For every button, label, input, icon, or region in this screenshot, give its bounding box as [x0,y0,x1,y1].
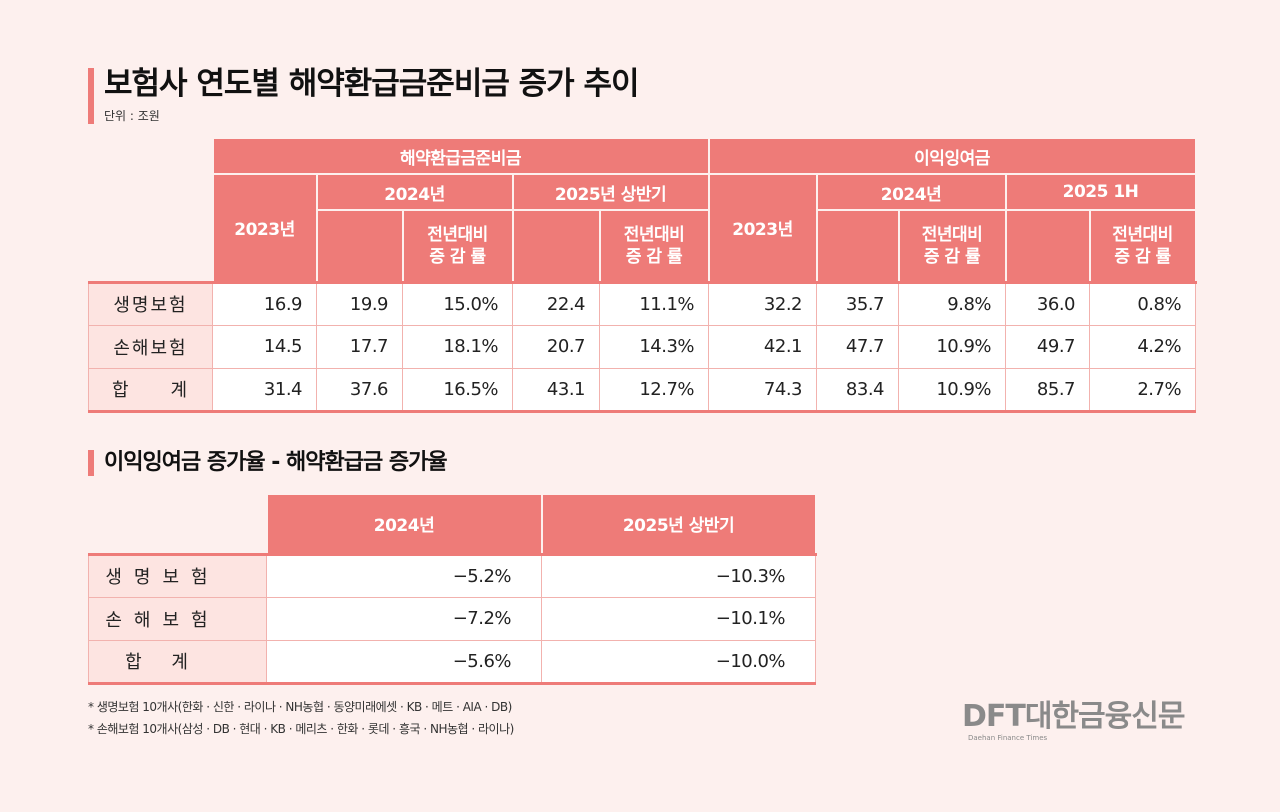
table-cell: 17.7 [316,324,403,369]
subtitle-accent-bar [88,450,94,476]
logo-text: DFT대한금융신문 [962,699,1185,734]
table-cell: 10.9% [898,324,1006,369]
table-cell: 19.9 [316,280,403,326]
table-cell: 42.1 [708,324,817,369]
header-value [815,209,900,283]
table-cell: 85.7 [1005,367,1090,413]
header-2024: 2024년 [315,173,514,211]
table-cell: 35.7 [816,280,899,326]
footnotes: * 생명보험 10개사(한화 · 신한 · 라이나 · NH농협 · 동양미래에… [88,696,514,740]
table-row: 생명보험 −5.2% −10.3% [88,552,816,598]
table-row: 합 계 −5.6% −10.0% [88,639,816,685]
header-2025h1: 2025년 상반기 [511,173,710,211]
header-yoy: 전년대비 증 감 률 [401,209,514,283]
table-cell: −10.1% [541,596,816,641]
row-label: 손해보험 [88,596,267,641]
table-row: 생명보험 16.9 19.9 15.0% 22.4 11.1% 32.2 35.7 9.8% 36… [88,280,1197,326]
blank-corner [89,494,267,554]
table-cell: 16.9 [212,280,317,326]
row-label: 생명보험 [88,280,213,326]
table-cell: −10.3% [541,552,816,598]
title-accent-bar [88,68,94,124]
table-row: 손해보험 −7.2% −10.1% [88,596,816,641]
header-value [511,209,601,283]
header-reserve: 해약환급금준비금 [211,137,710,175]
page-title: 보험사 연도별 해약환급금준비금 증가 추이 [104,66,640,102]
table-cell: 4.2% [1088,324,1197,369]
header-yoy: 전년대비 증 감 률 [897,209,1007,283]
table-cell: 36.0 [1005,280,1090,326]
table-cell: 9.8% [898,280,1006,326]
header-yoy: 전년대비 증 감 률 [598,209,710,283]
table-cell: 16.5% [402,367,513,413]
table-cell: 20.7 [512,324,600,369]
table-cell: 10.9% [898,367,1006,413]
header-value [1004,209,1091,283]
growth-diff-table: 2024년 2025년 상반기 생명보험 −5.2% −10.3% 손해보험 −7.2%… [88,493,817,685]
table-cell: 83.4 [816,367,899,413]
table-cell: 11.1% [599,280,709,326]
table-row: 합 계 31.4 37.6 16.5% 43.1 12.7% 74.3 83.4 10.9% 85… [88,367,1197,413]
table-cell: 18.1% [402,324,513,369]
table-cell: 32.2 [708,280,817,326]
footnote-life: * 생명보험 10개사(한화 · 신한 · 라이나 · NH농협 · 동양미래에… [88,700,512,714]
table-cell: 22.4 [512,280,600,326]
row-label: 생명보험 [88,552,267,598]
footnote-nonlife: * 손해보험 10개사(삼성 · DB · 현대 · KB · 메리츠 · 한화… [88,722,514,736]
header-2024: 2024년 [815,173,1007,211]
table-cell: −5.2% [266,552,542,598]
header-yoy: 전년대비 증 감 률 [1088,209,1197,283]
table-cell: 74.3 [708,367,817,413]
table-cell: 15.0% [402,280,513,326]
table-cell: 43.1 [512,367,600,413]
table-cell: 37.6 [316,367,403,413]
table-cell: 14.3% [599,324,709,369]
header-retained-earnings: 이익잉여금 [707,137,1197,175]
header-2023: 2023년 [211,173,318,283]
blank-corner [89,138,213,282]
table-cell: 0.8% [1088,280,1197,326]
table-cell: 14.5 [212,324,317,369]
table-cell: −10.0% [541,639,816,685]
header-value [315,209,404,283]
header-2025h1: 2025년 상반기 [540,493,817,555]
section-subtitle: 이익잉여금 증가율 - 해약환급금 증가율 [104,450,448,475]
unit-label: 단위 : 조원 [104,109,160,123]
header-2024: 2024년 [265,493,543,555]
table-row: 손해보험 14.5 17.7 18.1% 20.7 14.3% 42.1 47.7 10.9% 4… [88,324,1197,369]
header-2023: 2023년 [707,173,818,283]
table-cell: −5.6% [266,639,542,685]
table-cell: 31.4 [212,367,317,413]
logo-tagline: Daehan Finance Times [968,734,1048,742]
table-cell: 12.7% [599,367,709,413]
table-cell: 2.7% [1088,367,1197,413]
reserve-table: 해약환급금준비금 이익잉여금 2023년 2024년 2025년 상반기 202… [88,137,1197,413]
table-cell: −7.2% [266,596,542,641]
table-cell: 47.7 [816,324,899,369]
table-cell: 49.7 [1005,324,1090,369]
publisher-logo: DFT대한금융신문 Daehan Finance Times [962,699,1185,743]
row-label: 손해보험 [88,324,213,369]
header-2025-1h: 2025 1H [1004,173,1197,211]
row-label: 합 계 [88,639,267,685]
row-label: 합 계 [88,367,213,413]
